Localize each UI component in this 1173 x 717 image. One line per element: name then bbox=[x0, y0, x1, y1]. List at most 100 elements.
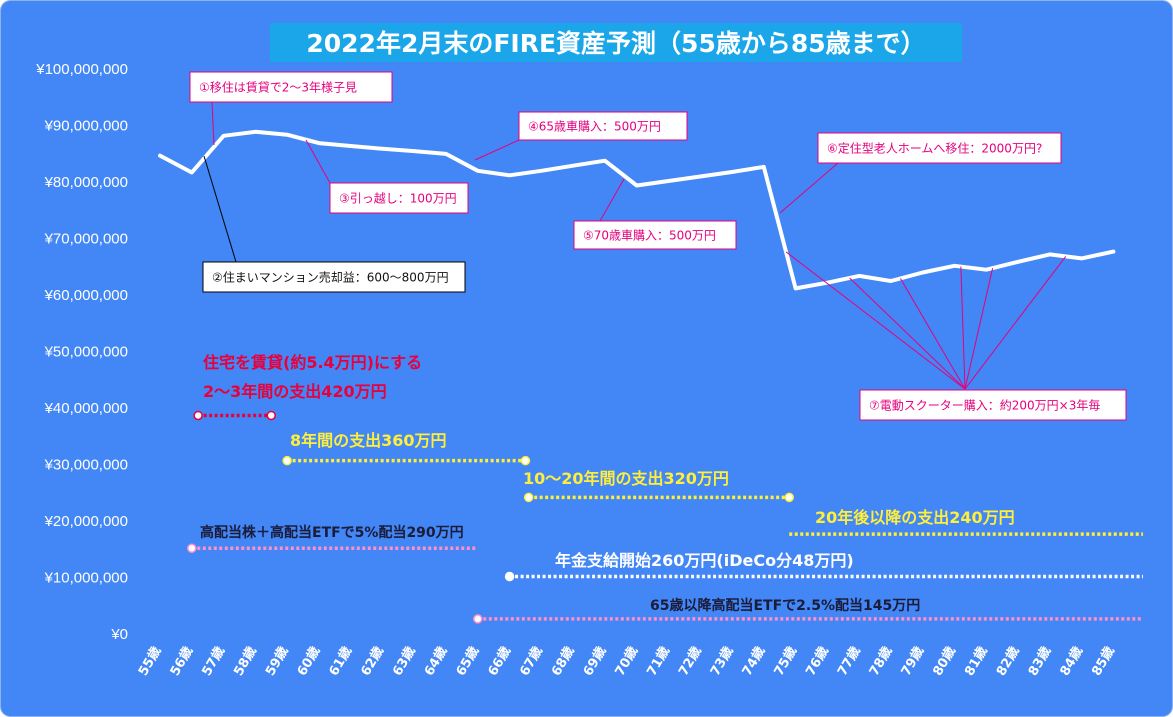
annotation-7: ⑦電動スクーター購入：約200万円×3年毎 bbox=[785, 251, 1127, 421]
annotation-6: ⑥定住型老人ホームへ移住：2000万円? bbox=[779, 132, 1062, 214]
range-start-dot bbox=[504, 571, 515, 582]
series-point bbox=[1111, 250, 1115, 254]
y-tick-label: ¥20,000,000 bbox=[44, 513, 128, 530]
range-spend8: 8年間の支出360万円 bbox=[282, 431, 531, 466]
series-point bbox=[508, 173, 512, 177]
series-point bbox=[1016, 260, 1020, 264]
annotation-text: ⑤70歳車購入：500万円 bbox=[583, 229, 716, 243]
series-point bbox=[730, 170, 734, 174]
annotation-4: ④65歳車購入：500万円 bbox=[474, 111, 688, 161]
range-label: 住宅を賃貸(約5.4万円)にする bbox=[203, 353, 422, 372]
annotation-leader bbox=[964, 268, 994, 390]
series-point bbox=[222, 134, 226, 138]
y-tick-label: ¥40,000,000 bbox=[44, 400, 128, 417]
annotation-leader bbox=[964, 256, 1067, 390]
series-point bbox=[953, 264, 956, 268]
series-point bbox=[889, 279, 893, 283]
series-point bbox=[476, 169, 480, 173]
series-point bbox=[603, 159, 607, 163]
series-point bbox=[762, 165, 766, 169]
series-group bbox=[158, 129, 1116, 291]
series-point bbox=[539, 169, 543, 173]
annotation-leader bbox=[960, 266, 966, 390]
annotation-leader bbox=[779, 162, 839, 214]
annotation-leader bbox=[211, 101, 215, 146]
range-label: 高配当株＋高配当ETFで5%配当290万円 bbox=[200, 524, 464, 541]
annotation-leader bbox=[305, 139, 331, 184]
annotation-leader bbox=[785, 251, 966, 390]
annotation-5: ⑤70歳車購入：500万円 bbox=[573, 178, 737, 250]
annotation-text: ①移住は賃貸で2～3年様子見 bbox=[199, 80, 357, 95]
series-point bbox=[190, 171, 194, 175]
series-point bbox=[253, 130, 257, 134]
y-tick-label: ¥50,000,000 bbox=[44, 344, 128, 361]
range-start-dot bbox=[282, 455, 292, 466]
annotation-box bbox=[329, 182, 469, 214]
series-point bbox=[1048, 252, 1052, 256]
annotation-text: ③引っ越し：100万円 bbox=[339, 192, 457, 206]
range-start-dot bbox=[187, 543, 197, 553]
series-point bbox=[158, 154, 162, 158]
series-point bbox=[698, 174, 702, 178]
range-label: 年金支給開始260万円(iDeCo分48万円) bbox=[555, 551, 854, 570]
range-spend10: 10～20年間の支出320万円 bbox=[523, 469, 794, 503]
series-point bbox=[444, 152, 448, 156]
range-start-dot bbox=[473, 614, 483, 624]
annotation-leader bbox=[599, 178, 625, 222]
series-point bbox=[1080, 256, 1084, 260]
series-point bbox=[317, 141, 321, 145]
series-point bbox=[285, 133, 289, 137]
drop-lines bbox=[159, 131, 1115, 633]
range-label: 65歳以降高配当ETFで2.5%配当145万円 bbox=[650, 597, 920, 614]
range-label: 10～20年間の支出320万円 bbox=[523, 469, 729, 488]
annotation-1: ①移住は賃貸で2～3年様子見 bbox=[189, 71, 393, 146]
range-label: 20年後以降の支出240万円 bbox=[815, 508, 1015, 527]
annotation-text: ④65歳車購入：500万円 bbox=[528, 120, 661, 134]
range-spend20: 20年後以降の支出240万円 bbox=[789, 508, 1143, 536]
y-tick-label: ¥60,000,000 bbox=[44, 287, 128, 304]
series-point bbox=[635, 184, 639, 188]
range-start-dot bbox=[523, 492, 534, 503]
annotation-box bbox=[817, 132, 1062, 164]
annotations: ①移住は賃貸で2～3年様子見 ②住まいマンション売却益：600～800万円 ③引っ越… bbox=[189, 71, 1127, 421]
chart-title: 2022年2月末のFIRE資産予測（55歳から85歳まで） bbox=[306, 29, 925, 58]
annotation-text: ⑥定住型老人ホームへ移住：2000万円? bbox=[827, 141, 1042, 156]
series-point bbox=[666, 179, 670, 183]
y-tick-label: ¥10,000,000 bbox=[44, 570, 128, 587]
annotation-leader bbox=[203, 155, 237, 263]
annotation-2: ②住まいマンション売却益：600～800万円 bbox=[202, 155, 466, 293]
y-axis: ¥0 ¥10,000,000 ¥20,000,000 ¥30,000,000 ¥40,0… bbox=[35, 61, 128, 643]
chart-title-group: 2022年2月末のFIRE資産予測（55歳から85歳まで） bbox=[270, 23, 962, 62]
range-housing: 住宅を賃貸(約5.4万円)にする 2～3年間の支出420万円 bbox=[193, 353, 422, 421]
annotation-text: ②住まいマンション売却益：600～800万円 bbox=[212, 270, 449, 285]
y-tick-label: ¥0 bbox=[110, 626, 128, 643]
annotation-box bbox=[202, 261, 466, 293]
annotation-box bbox=[573, 220, 737, 250]
range-pension: 年金支給開始260万円(iDeCo分48万円) bbox=[504, 551, 1143, 582]
chart-title-box bbox=[270, 23, 962, 62]
series-point bbox=[571, 164, 575, 168]
series-point bbox=[349, 144, 353, 148]
range-end-dot bbox=[784, 492, 794, 503]
y-tick-label: ¥90,000,000 bbox=[44, 118, 128, 135]
annotation-text: ⑦電動スクーター購入：約200万円×3年毎 bbox=[869, 398, 1100, 413]
range-div25: 65歳以降高配当ETFで2.5%配当145万円 bbox=[473, 597, 1143, 624]
range-end-dot bbox=[266, 410, 276, 421]
annotation-3: ③引っ越し：100万円 bbox=[305, 139, 469, 214]
series-point bbox=[921, 271, 925, 275]
series-point bbox=[857, 274, 861, 278]
range-end-dot bbox=[520, 455, 531, 466]
series-point bbox=[794, 286, 798, 290]
y-tick-label: ¥70,000,000 bbox=[44, 231, 128, 248]
range-label: 2～3年間の支出420万円 bbox=[203, 382, 387, 401]
range-markers: 住宅を賃貸(約5.4万円)にする 2～3年間の支出420万円 8年間の支出360万円… bbox=[187, 353, 1143, 624]
annotation-leader bbox=[474, 139, 520, 161]
y-tick-label: ¥30,000,000 bbox=[44, 457, 128, 474]
range-label: 8年間の支出360万円 bbox=[290, 431, 447, 450]
series-point bbox=[412, 149, 416, 153]
annotation-leader bbox=[900, 278, 966, 390]
annotation-box bbox=[189, 71, 393, 103]
